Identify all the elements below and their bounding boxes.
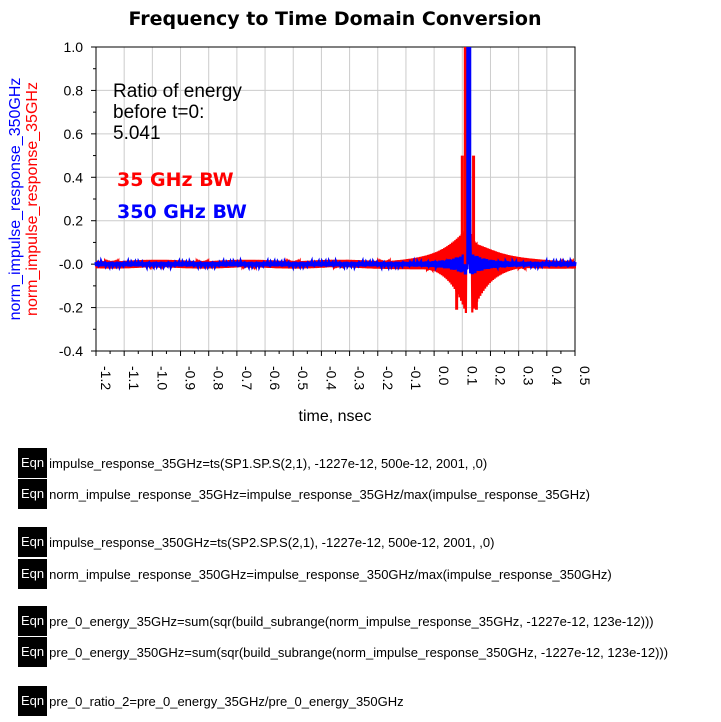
eqn-tag: Eqn [18,448,48,478]
eqn-tag: Eqn [18,527,48,557]
legend-350ghz: 350 GHz BW [117,201,247,223]
ratio-annotation: Ratio of energy before t=0: 5.041 [113,81,242,144]
x-tick-label: -0.8 [211,366,227,390]
equation-row: Eqn impulse_response_35GHz=ts(SP1.SP.S(2… [18,448,487,478]
x-tick-label: -0.2 [380,366,396,390]
equation-row: Eqn pre_0_energy_350GHz=sum(sqr(build_su… [18,637,668,667]
ratio-annotation-line: before t=0: [113,102,204,123]
y-tick-label: -0.4 [59,343,83,359]
x-tick-label: 0.1 [464,366,480,386]
y-axis-label-350: norm_impulse_response_350GHz [7,78,24,321]
x-tick-label: -0.7 [239,366,255,390]
series-layer [94,47,577,314]
grid [91,46,576,356]
eqn-tag: Eqn [18,479,48,509]
x-tick-label: -0.5 [295,366,311,390]
x-tick-labels: -1.2 -1.1 -1.0 -0.9 -0.8 -0.7 -0.6 -0.5 -0.4 -0.3… [98,366,593,390]
ratio-annotation-line: 5.041 [113,123,161,144]
x-tick-label: 0.5 [577,366,593,386]
x-tick-label: 0.3 [521,366,537,386]
equation-text: impulse_response_350GHz=ts(SP2.SP.S(2,1)… [49,534,495,550]
equation-row: Eqn norm_impulse_response_350GHz=impulse… [18,559,612,589]
y-tick-label: 0.8 [64,82,84,98]
x-tick-label: 0.0 [436,366,452,386]
series-350ghz-line [94,66,577,275]
equation-row: Eqn pre_0_energy_35GHz=sum(sqr(build_sub… [18,606,654,636]
y-tick-labels: 1.0 0.8 0.6 0.4 0.2 -0.0 -0.2 -0.4 [59,39,83,359]
y-tick-label: 1.0 [64,39,84,55]
ratio-annotation-line: Ratio of energy [113,81,242,102]
y-axis-label-35: norm_impulse_response_35GHz [24,82,41,316]
equation-text: norm_impulse_response_350GHz=impulse_res… [49,566,612,582]
y-tick-label: 0.4 [64,169,84,185]
equation-text: pre_0_energy_35GHz=sum(sqr(build_subrang… [49,613,654,629]
x-tick-label: -1.0 [154,366,170,390]
x-tick-label: -0.6 [267,366,283,390]
x-tick-label: -1.1 [126,366,142,390]
x-tick-label: -0.4 [323,366,339,390]
equation-text: pre_0_ratio_2=pre_0_energy_35GHz/pre_0_e… [49,693,404,709]
y-tick-label: 0.6 [64,126,84,142]
legend-35ghz: 35 GHz BW [117,169,234,191]
eqn-tag: Eqn [18,559,48,589]
eqn-tag: Eqn [18,606,48,636]
equation-text: impulse_response_35GHz=ts(SP1.SP.S(2,1),… [49,455,488,471]
y-tick-label: 0.2 [64,213,84,229]
y-tick-label: -0.0 [59,256,83,272]
equation-text: pre_0_energy_350GHz=sum(sqr(build_subran… [49,644,669,660]
equation-text: norm_impulse_response_35GHz=impulse_resp… [49,486,590,502]
equation-row: Eqn impulse_response_350GHz=ts(SP2.SP.S(… [18,527,494,557]
plot-frame [95,46,576,352]
x-tick-label: 0.2 [492,366,508,386]
x-tick-label: -0.3 [352,366,368,390]
chart: Frequency to Time Domain Conversion 1.0 0… [7,8,593,425]
x-tick-label: -0.9 [183,366,199,390]
equation-row: Eqn pre_0_ratio_2=pre_0_energy_35GHz/pre… [18,686,404,716]
chart-title: Frequency to Time Domain Conversion [128,8,541,30]
x-tick-label: -1.2 [98,366,114,390]
equation-row: Eqn norm_impulse_response_35GHz=impulse_… [18,479,590,509]
x-tick-label: 0.4 [549,366,565,386]
y-tick-label: -0.2 [59,300,83,316]
eqn-tag: Eqn [18,686,48,716]
x-tick-label: -0.1 [408,366,424,390]
x-axis-label: time, nsec [299,408,372,425]
eqn-tag: Eqn [18,637,48,667]
